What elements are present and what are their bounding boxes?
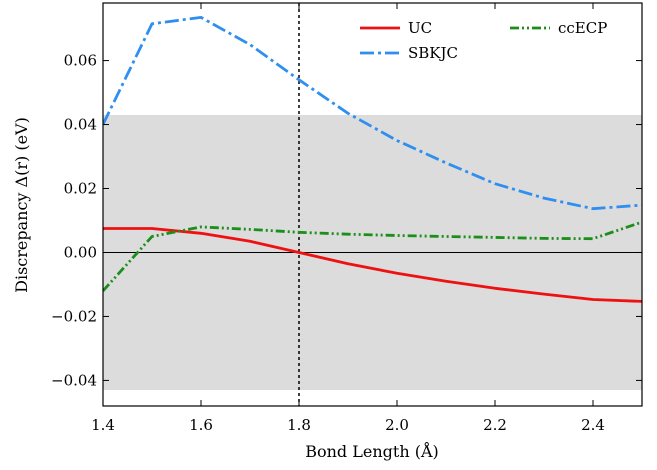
axis-ticks: 1.4 1.6 1.8 2.0 2.2 2.4 −0.04 −0.02 0.00 0.02 0.04…	[51, 3, 642, 434]
x-tick-label: 2.2	[483, 416, 507, 434]
x-axis-label: Bond Length (Å)	[305, 441, 439, 461]
x-tick-label: 2.4	[581, 416, 605, 434]
y-tick-label: 0.06	[64, 52, 97, 70]
y-tick-label: −0.02	[51, 307, 97, 325]
y-tick-label: 0.02	[64, 180, 97, 198]
plot-area	[103, 3, 642, 406]
series-line-uc	[103, 227, 642, 303]
x-tick-label: 1.4	[91, 416, 115, 434]
x-tick-label: 1.8	[287, 416, 311, 434]
legend-label-uc: UC	[408, 19, 432, 37]
x-tick-label: 1.6	[189, 416, 213, 434]
y-axis-label: Discrepancy Δ(r) (eV)	[12, 117, 31, 293]
x-tick-label: 2.0	[385, 416, 409, 434]
y-tick-label: 0.04	[64, 116, 97, 134]
legend: UC SBKJC ccECP	[360, 19, 607, 62]
legend-label-sbkjc: SBKJC	[408, 44, 458, 62]
plot-frame	[102, 2, 643, 407]
series-line-ccecp	[103, 220, 642, 292]
series-line-sbkjc	[103, 15, 642, 211]
y-tick-label: −0.04	[51, 371, 97, 389]
y-tick-label: 0.00	[64, 243, 97, 261]
legend-label-ccecp: ccECP	[558, 19, 607, 37]
